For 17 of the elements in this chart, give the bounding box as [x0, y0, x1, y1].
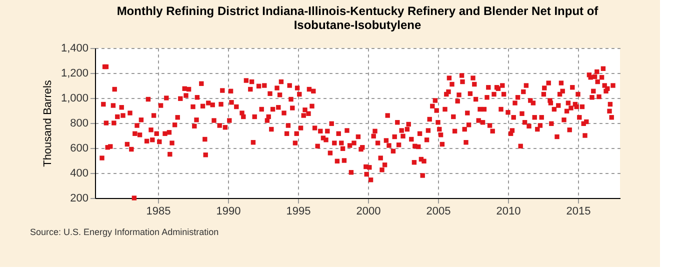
x-tick-label: 1985: [146, 206, 171, 218]
y-tick-label: 1,000: [60, 92, 88, 104]
x-tick-label: 2015: [566, 206, 591, 218]
y-tick-label: 1,400: [60, 42, 88, 54]
source-note: Source: U.S. Energy Information Administration: [30, 227, 219, 237]
x-tick-label: 2005: [426, 206, 451, 218]
x-tick-label: 1995: [286, 206, 311, 218]
x-tick-label: 2000: [356, 206, 381, 218]
y-tick-label: 1,200: [60, 68, 88, 80]
chart-title: Monthly Refining District Indiana-Illinois-Kentucky Refinery and Blender Net Input of Isobutane-Isobutylene: [116, 4, 600, 32]
x-tick-label: 1990: [216, 206, 241, 218]
y-tick-label: 800: [70, 118, 88, 130]
y-tick-label: 600: [70, 142, 88, 154]
y-axis-title: Thousand Barrels: [42, 80, 54, 167]
x-tick-label: 2010: [496, 206, 521, 218]
y-tick-label: 200: [70, 192, 88, 204]
y-tick-label: 400: [70, 168, 88, 180]
